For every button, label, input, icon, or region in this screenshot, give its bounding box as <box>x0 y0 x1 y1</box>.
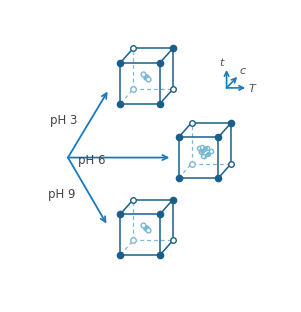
Text: c: c <box>240 66 246 76</box>
Text: pH 6: pH 6 <box>79 154 106 167</box>
Text: t: t <box>219 58 224 68</box>
Text: pH 9: pH 9 <box>48 188 76 201</box>
Text: pH 3: pH 3 <box>51 114 78 127</box>
Text: T: T <box>248 84 255 94</box>
